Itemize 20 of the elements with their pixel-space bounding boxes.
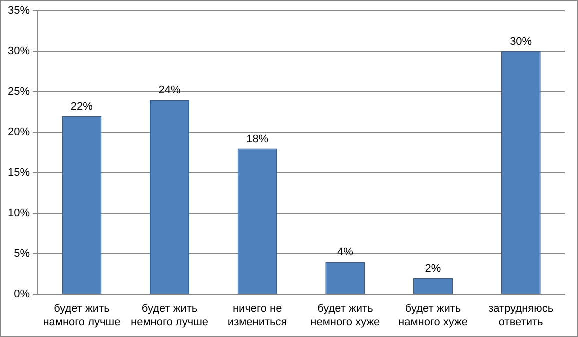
y-tick-label: 10% — [8, 208, 30, 220]
y-tick-label: 35% — [8, 5, 30, 18]
y-tick-label: 25% — [8, 86, 30, 98]
data-label: 2% — [425, 262, 442, 275]
x-tick-label: будет жить немного хуже — [310, 303, 380, 328]
data-label: 22% — [70, 100, 94, 113]
x-tick-label: ничего не измениться — [228, 303, 288, 328]
x-tick-label: будет жить немного лучше — [131, 303, 209, 328]
x-tick-label: будет жить намного хуже — [398, 303, 468, 328]
x-tick-label: будет жить намного лучше — [43, 303, 121, 328]
y-tick-label: 5% — [14, 248, 30, 260]
data-label: 18% — [246, 133, 269, 146]
y-tick-label: 15% — [8, 167, 30, 180]
y-tick-label: 30% — [8, 46, 30, 58]
data-label: 4% — [337, 246, 354, 259]
x-tick-label: затрудняюсь ответить — [488, 303, 554, 328]
data-label: 24% — [158, 84, 181, 97]
y-tick-label: 0% — [14, 288, 30, 301]
data-label: 30% — [510, 36, 532, 48]
y-tick-label: 20% — [8, 126, 30, 139]
